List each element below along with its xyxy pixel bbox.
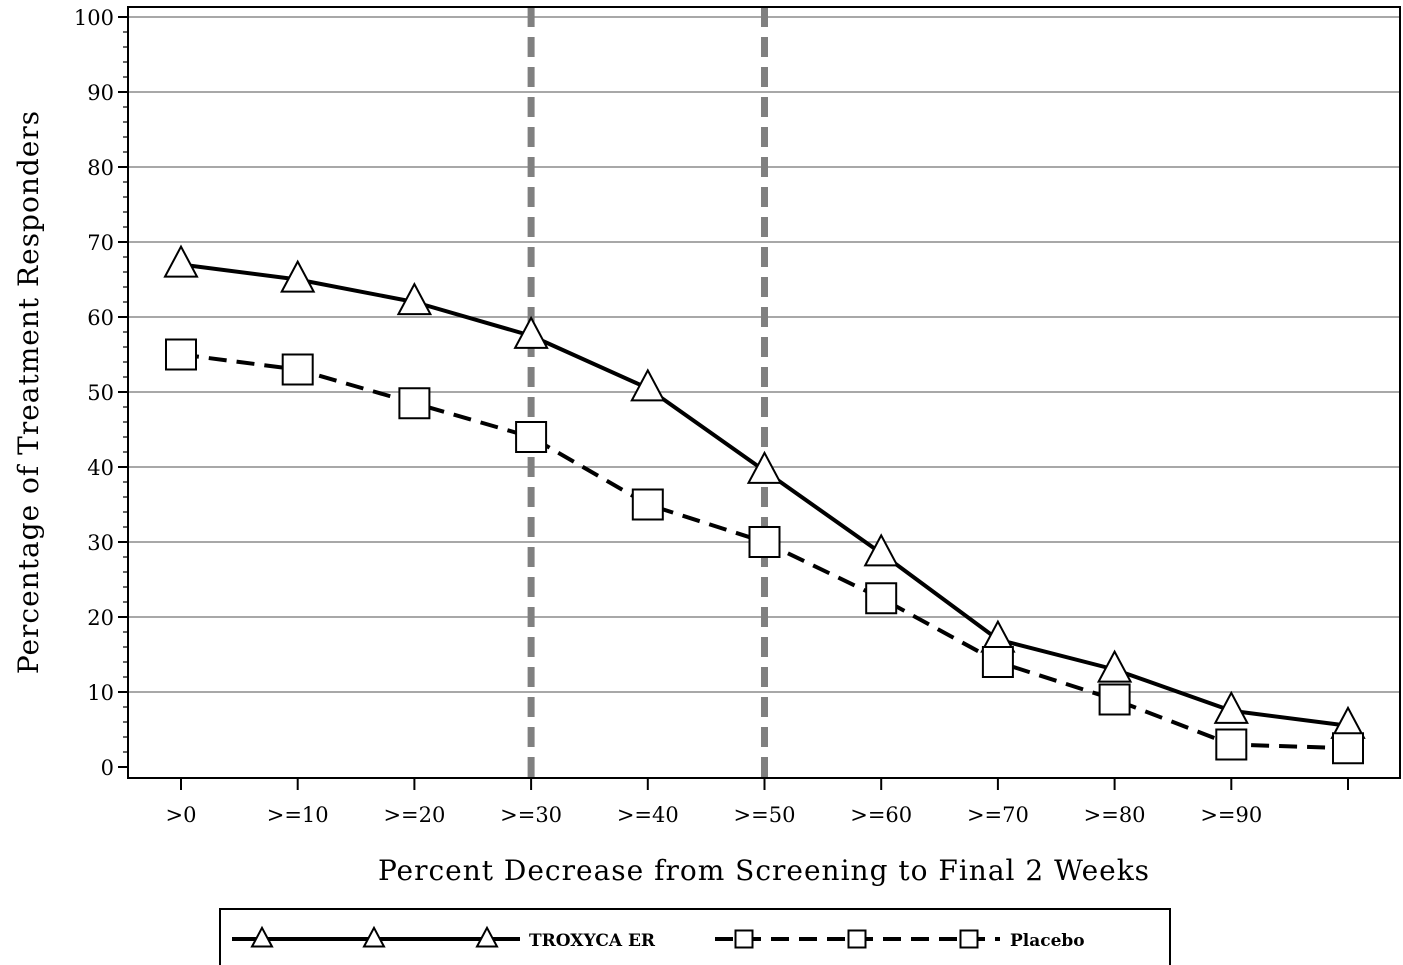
y-tick-label: 100 [74, 6, 114, 30]
series-markers [163, 244, 1366, 765]
square-marker [734, 929, 754, 949]
y-tick-label: 80 [87, 156, 114, 180]
square-marker [981, 646, 1014, 678]
square-marker [398, 387, 431, 420]
legend-label-placebo: Placebo [1010, 931, 1085, 951]
reference-lines [527, 7, 768, 778]
x-tick-label: >=40 [617, 803, 679, 827]
y-tick-label: 60 [87, 306, 114, 330]
x-tick-label: >=10 [267, 803, 329, 827]
y-tick-label: 90 [87, 81, 114, 105]
y-tick-label: 50 [87, 381, 114, 405]
x-tick-label: >=50 [734, 803, 796, 827]
triangle-marker [280, 259, 316, 293]
x-axis: >0 >=10 >=20 >=30 >=40 >=50 >=60 >=70 >=80 >=90 [166, 778, 1349, 827]
triangle-marker [513, 315, 549, 349]
y-tick-label: 70 [87, 231, 114, 255]
y-axis-title: Percentage of Treatment Responders [12, 110, 45, 674]
square-marker [1098, 683, 1131, 716]
x-tick-label: >=60 [850, 803, 912, 827]
square-marker [748, 526, 781, 558]
x-tick-label: >=70 [967, 803, 1029, 827]
triangle-marker [1096, 649, 1133, 683]
x-tick-label: >0 [166, 803, 197, 827]
square-marker [281, 353, 314, 386]
triangle-marker [362, 925, 386, 948]
legend: TROXYCA ER Placebo [219, 908, 1171, 965]
square-marker [1215, 728, 1248, 761]
square-marker [165, 338, 197, 371]
triangle-marker [630, 368, 666, 402]
triangle-marker [163, 244, 199, 278]
y-tick-label: 20 [87, 606, 114, 630]
square-marker [865, 582, 898, 615]
y-axis: 0 10 20 30 40 50 60 70 80 90 100 [74, 6, 128, 780]
square-marker [1332, 732, 1364, 765]
triangle-marker [1213, 690, 1249, 724]
x-tick-label: >=30 [500, 803, 562, 827]
square-marker [959, 929, 979, 949]
triangle-marker [863, 533, 899, 567]
y-tick-label: 10 [87, 681, 114, 705]
x-tick-label: >=80 [1084, 803, 1146, 827]
square-marker [847, 929, 867, 949]
triangle-marker [475, 925, 499, 948]
x-tick-label: >=90 [1200, 803, 1262, 827]
triangle-marker [250, 925, 274, 948]
square-marker [631, 488, 664, 521]
square-marker [515, 421, 548, 453]
x-axis-title: Percent Decrease from Screening to Final… [378, 854, 1150, 887]
x-tick-label: >=20 [383, 803, 445, 827]
triangle-marker [396, 282, 433, 316]
y-tick-label: 0 [101, 756, 114, 780]
y-tick-label: 40 [87, 456, 114, 480]
triangle-marker [746, 450, 783, 484]
y-tick-label: 30 [87, 531, 114, 555]
legend-label-troxyca: TROXYCA ER [529, 931, 656, 951]
